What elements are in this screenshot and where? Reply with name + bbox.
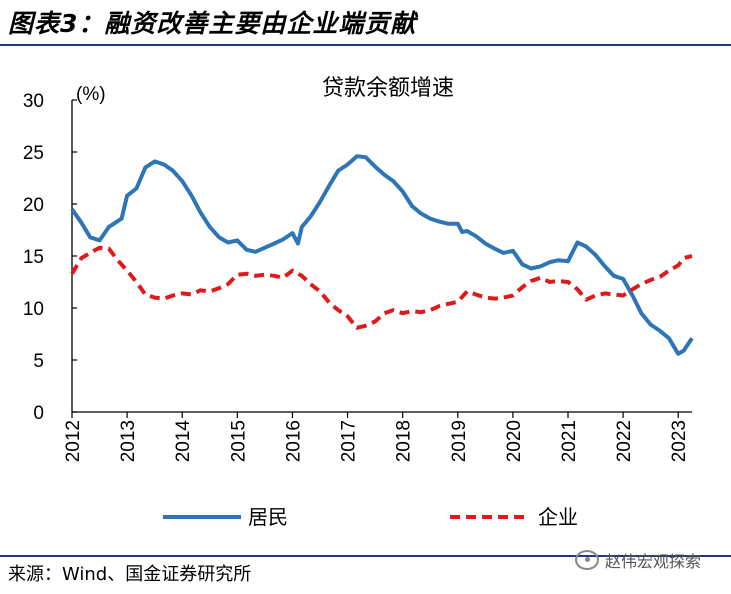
watermark-text: 赵伟宏观探索 <box>605 552 702 571</box>
series-line-enterprise <box>70 245 693 330</box>
watermark: 赵伟宏观探索 <box>575 545 725 575</box>
legend-label: 居民 <box>248 505 288 529</box>
figure-title: 图表3：融资改善主要由企业端贡献 <box>8 9 417 38</box>
x-tick-label: 2016 <box>283 420 304 462</box>
chart-title: 贷款余额增速 <box>322 76 454 101</box>
y-tick-label: 10 <box>23 299 44 320</box>
source-note: 来源：Wind、国金证券研究所 <box>8 564 252 585</box>
x-tick-label: 2019 <box>449 420 470 462</box>
y-tick-label: 0 <box>33 403 44 424</box>
y-tick-label: 30 <box>23 91 44 112</box>
x-tick-label: 2020 <box>504 420 525 462</box>
y-tick-label: 20 <box>23 195 44 216</box>
x-tick-label: 2013 <box>118 420 139 462</box>
bottom-rule <box>0 555 731 557</box>
series-line-household <box>70 154 694 356</box>
x-tick-label: 2012 <box>63 420 84 462</box>
x-tick-label: 2022 <box>614 420 635 462</box>
wechat-icon <box>575 550 599 570</box>
y-tick-label: 15 <box>23 247 44 268</box>
x-tick-label: 2018 <box>394 420 415 462</box>
x-tick-label: 2021 <box>559 420 580 462</box>
y-tick-label: 5 <box>33 351 44 372</box>
x-tick-label: 2017 <box>339 420 360 462</box>
y-axis-label: (%) <box>76 84 106 105</box>
top-rule <box>0 44 731 46</box>
legend-label: 企业 <box>538 505 578 529</box>
y-tick-label: 25 <box>23 143 44 164</box>
x-tick-label: 2014 <box>173 420 194 463</box>
x-tick-label: 2023 <box>669 420 690 462</box>
chart: 贷款余额增速 (%) 0 5 10 15 20 25 30 2012 2013 2014 2015 201… <box>23 76 694 529</box>
x-tick-label: 2015 <box>228 420 249 462</box>
